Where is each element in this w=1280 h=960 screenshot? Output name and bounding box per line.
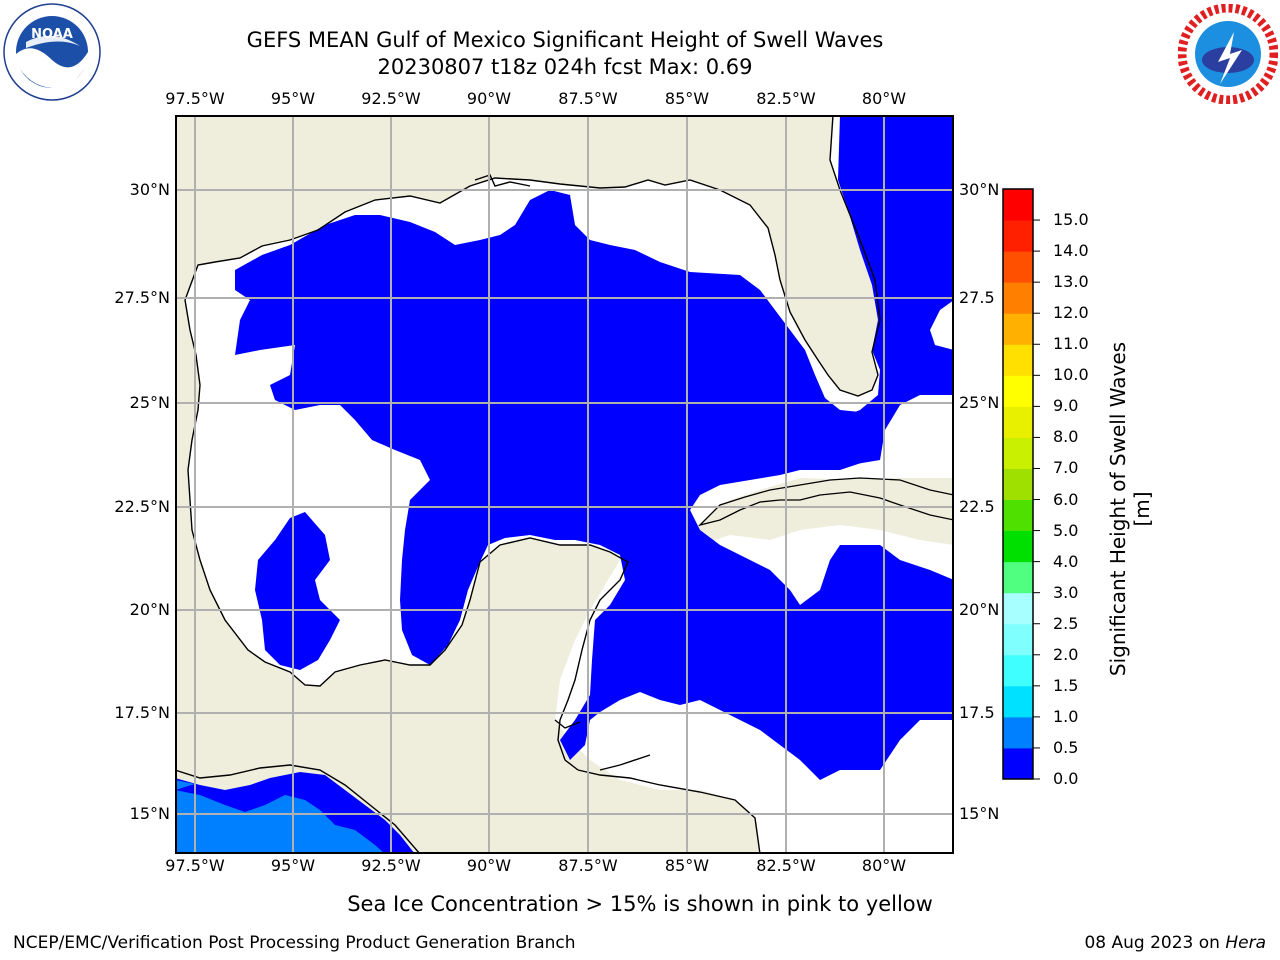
pacific-band-0.5-1.0-b <box>175 780 195 790</box>
lat-label-left: 22.5°N <box>114 497 170 516</box>
colorbar-tick-label: 1.5 <box>1053 675 1079 695</box>
lat-label-right: 17.5 <box>959 703 995 722</box>
colorbar <box>1002 188 1040 780</box>
colorbar-tick-label: 15.0 <box>1053 210 1089 230</box>
lon-label-bottom: 90°W <box>466 856 512 875</box>
florida-land <box>720 115 880 396</box>
lon-label-top: 90°W <box>466 89 512 108</box>
colorbar-tick-label: 8.0 <box>1053 427 1079 447</box>
lon-label-top: 80°W <box>861 89 907 108</box>
map-title: GEFS MEAN Gulf of Mexico Significant Hei… <box>246 28 884 52</box>
lon-label-top: 82.5°W <box>756 89 816 108</box>
lat-label-right: 22.5 <box>959 497 995 516</box>
lat-label-left: 15°N <box>129 804 170 823</box>
colorbar-band <box>1003 654 1033 687</box>
lat-label-right: 15°N <box>959 804 1000 823</box>
colorbar-band <box>1003 344 1033 376</box>
colorbar-tick-label: 6.0 <box>1053 489 1079 509</box>
colorbar-tick-label: 1.0 <box>1053 706 1079 726</box>
lon-label-top: 97.5°W <box>165 89 225 108</box>
colorbar-band <box>1003 530 1033 563</box>
lat-label-right: 20°N <box>959 600 1000 619</box>
colorbar-title: Significant Height of Swell Waves [m] <box>1106 341 1154 677</box>
lon-label-bottom: 92.5°W <box>361 856 421 875</box>
lon-label-bottom: 80°W <box>861 856 907 875</box>
colorbar-band <box>1003 406 1033 438</box>
colorbar-tick-label: 0.5 <box>1053 737 1079 757</box>
colorbar-tick-label: 9.0 <box>1053 396 1079 416</box>
lat-label-left: 30°N <box>129 180 170 199</box>
nws-logo <box>1178 4 1278 104</box>
map-subtitle: 20230807 t18z 024h fcst Max: 0.69 <box>377 55 753 79</box>
colorbar-band <box>1003 468 1033 501</box>
graticule <box>175 115 954 854</box>
lon-label-top: 85°W <box>664 89 710 108</box>
colorbar-band <box>1003 685 1033 718</box>
colorbar-band <box>1003 592 1033 625</box>
pacific-band-0.5-1.0 <box>175 790 385 854</box>
swell-band-0-0.5-west <box>255 512 340 670</box>
lon-label-top: 95°W <box>270 89 316 108</box>
colorbar-tick-label: 2.5 <box>1053 613 1079 633</box>
lat-label-left: 25°N <box>129 393 170 412</box>
colorbar-band <box>1003 499 1033 532</box>
lat-label-left: 20°N <box>129 600 170 619</box>
lon-label-bottom: 82.5°W <box>756 856 816 875</box>
sea-ice-note: Sea Ice Concentration > 15% is shown in … <box>347 892 933 916</box>
lon-label-top: 92.5°W <box>361 89 421 108</box>
svg-text:NOAA: NOAA <box>31 27 73 42</box>
lon-label-top: 87.5°W <box>558 89 618 108</box>
colorbar-tick-label: 5.0 <box>1053 520 1079 540</box>
colorbar-tick-label: 14.0 <box>1053 241 1089 261</box>
colorbar-tick-label: 3.0 <box>1053 582 1079 602</box>
colorbar-band <box>1003 716 1033 749</box>
colorbar-band <box>1003 375 1033 407</box>
lon-label-bottom: 97.5°W <box>165 856 225 875</box>
footer-machine: Hera <box>1225 933 1266 953</box>
colorbar-band <box>1003 251 1033 283</box>
colorbar-band <box>1003 282 1033 314</box>
colorbar-tick-label: 13.0 <box>1053 272 1089 292</box>
colorbar-band <box>1003 623 1033 656</box>
lat-label-left: 17.5°N <box>114 703 170 722</box>
footer-credit: NCEP/EMC/Verification Post Processing Pr… <box>13 933 576 953</box>
colorbar-band <box>1003 313 1033 345</box>
colorbar-band <box>1003 747 1033 780</box>
lat-label-right: 30°N <box>959 180 1000 199</box>
lat-label-left: 27.5°N <box>114 288 170 307</box>
colorbar-tick-label: 11.0 <box>1053 334 1089 354</box>
lon-label-bottom: 95°W <box>270 856 316 875</box>
swell-band-0-0.5-atlantic <box>835 115 954 465</box>
lon-label-bottom: 87.5°W <box>558 856 618 875</box>
lon-label-bottom: 85°W <box>664 856 710 875</box>
colorbar-tick-label: 7.0 <box>1053 458 1079 478</box>
lat-label-right: 25°N <box>959 393 1000 412</box>
colorbar-tick-label: 0.0 <box>1053 769 1079 788</box>
map-frame <box>175 115 954 854</box>
colorbar-tick-label: 10.0 <box>1053 365 1089 385</box>
swell-band-0-0.5 <box>235 190 954 780</box>
lat-label-right: 27.5 <box>959 288 995 307</box>
colorbar-band <box>1003 220 1033 252</box>
colorbar-band <box>1003 561 1033 594</box>
colorbar-band <box>1003 437 1033 469</box>
colorbar-tick-label: 12.0 <box>1053 303 1089 323</box>
colorbar-tick-label: 2.0 <box>1053 644 1079 664</box>
noaa-logo: NOAA <box>3 3 101 101</box>
colorbar-band <box>1003 189 1033 221</box>
colorbar-tick-label: 4.0 <box>1053 551 1079 571</box>
swell-height-map <box>175 115 954 854</box>
footer-date: 08 Aug 2023 on Hera <box>1084 933 1266 953</box>
